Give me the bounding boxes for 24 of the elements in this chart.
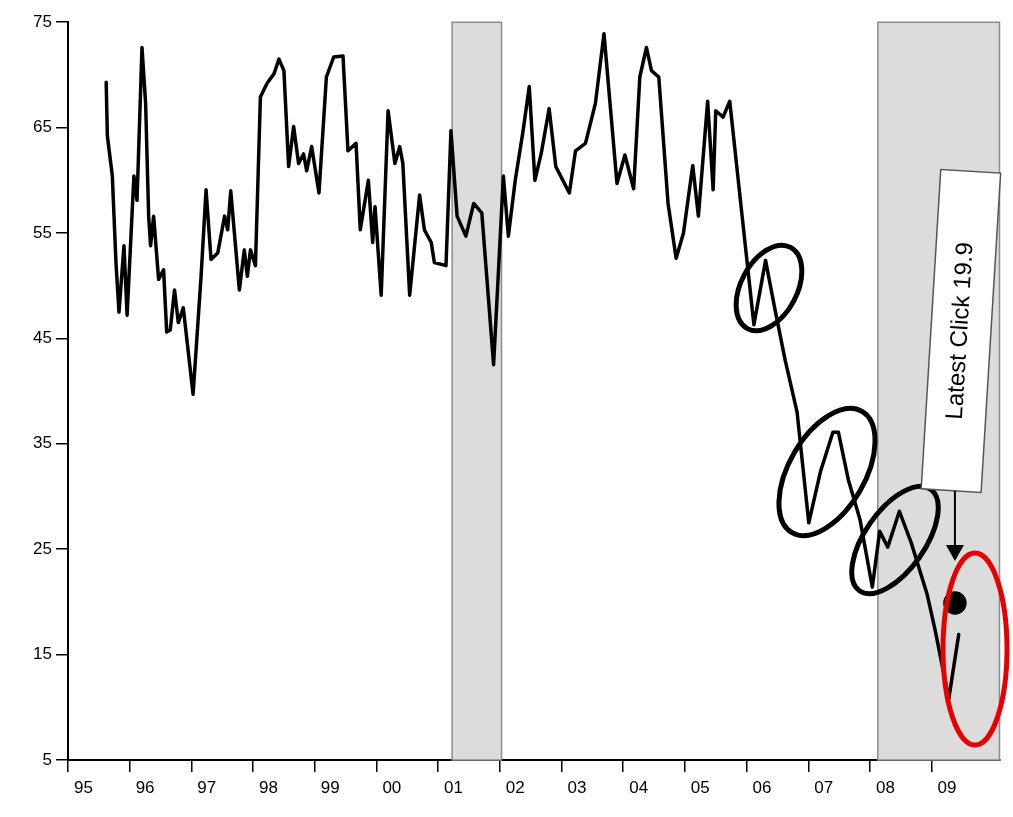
x-tick-label: 08 [875,777,895,797]
x-tick-label: 09 [937,777,957,797]
x-tick-label: 05 [690,777,710,797]
x-tick-label: 98 [259,777,278,797]
x-tick-label: 06 [752,777,772,797]
x-tick-label: 02 [505,777,525,797]
y-tick-label: 65 [33,117,52,137]
x-tick-label: 00 [382,777,402,797]
x-tick-label: 01 [444,777,464,797]
y-tick-label: 75 [33,11,52,31]
x-tick-label: 99 [320,777,340,797]
x-tick-label: 07 [814,777,834,797]
x-tick-label: 04 [629,777,649,797]
x-tick-label: 95 [73,777,93,797]
x-tick-label: 03 [567,777,587,797]
y-tick-label: 15 [33,644,52,664]
y-tick-label: 25 [33,538,52,558]
y-tick-label: 35 [33,433,52,453]
y-tick-label: 5 [42,749,52,769]
y-tick-label: 55 [33,222,52,242]
y-tick-label: 45 [33,328,52,348]
annotation: Latest Click 19.9 [939,241,978,421]
x-tick-label: 96 [135,777,155,797]
x-tick-label: 97 [197,777,217,797]
